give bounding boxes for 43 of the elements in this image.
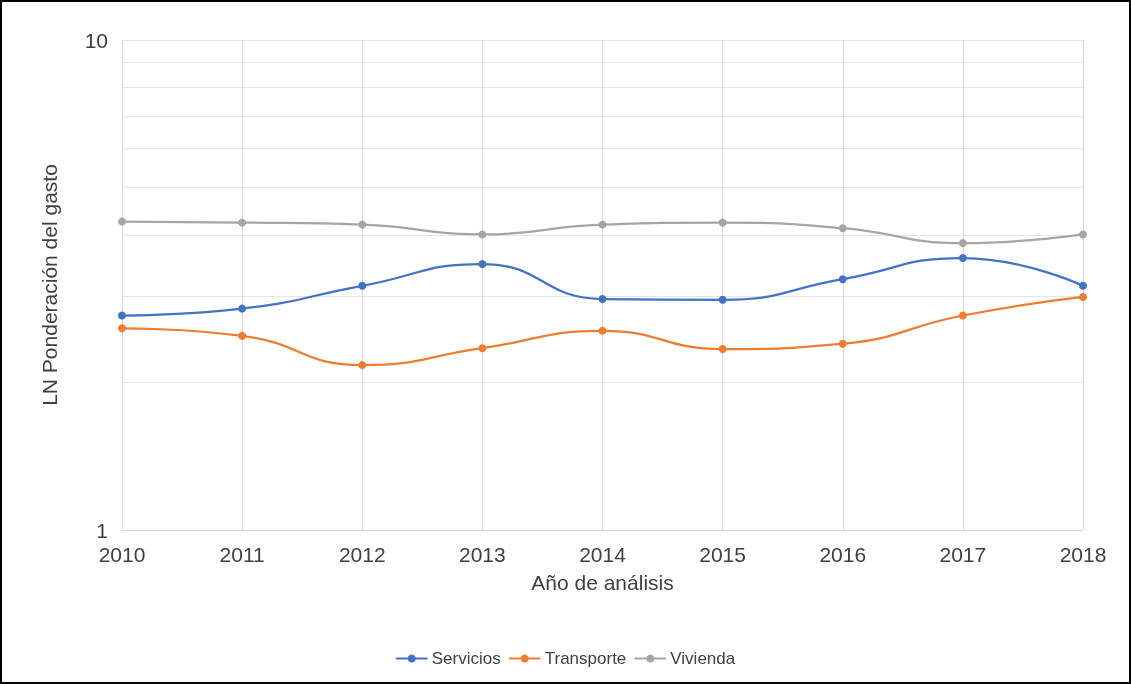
x-tick-label: 2018	[1059, 543, 1107, 566]
y-tick-label: 1	[96, 518, 108, 542]
x-tick-label: 2013	[459, 543, 506, 566]
x-tick-label: 2016	[819, 543, 867, 566]
point	[478, 230, 487, 239]
legend-label: Servicios	[431, 649, 501, 668]
point	[598, 326, 607, 335]
point	[358, 281, 367, 290]
point	[838, 224, 847, 233]
point	[718, 345, 727, 354]
y-tick-label: 10	[84, 28, 108, 52]
x-tick-label: 2017	[939, 543, 987, 566]
point	[358, 361, 367, 370]
point	[838, 339, 847, 348]
point	[598, 220, 607, 229]
x-tick-label: 2012	[338, 543, 386, 566]
point	[118, 311, 126, 320]
point	[598, 295, 607, 304]
point	[718, 218, 727, 227]
x-tick-label: 2015	[699, 543, 746, 566]
point	[478, 260, 487, 269]
point	[238, 331, 247, 340]
point	[1079, 230, 1087, 239]
point	[718, 295, 727, 304]
point	[958, 311, 967, 320]
x-tick-label: 2011	[219, 543, 265, 566]
point	[1079, 292, 1087, 301]
point	[238, 218, 247, 227]
point	[1079, 281, 1087, 290]
point	[118, 324, 126, 333]
x-axis-title: Año de análisis	[531, 571, 674, 594]
point	[238, 304, 247, 313]
point	[958, 239, 967, 248]
point	[478, 344, 487, 353]
x-tick-label: 2014	[579, 543, 627, 566]
point	[118, 217, 126, 226]
y-axis-title: LN Ponderación del gasto	[38, 164, 61, 406]
legend-label: Vivienda	[670, 649, 736, 668]
point	[358, 220, 367, 229]
point	[838, 275, 847, 284]
legend-label: Transporte	[544, 649, 627, 668]
x-tick-label: 2010	[98, 543, 146, 566]
point	[958, 254, 967, 262]
